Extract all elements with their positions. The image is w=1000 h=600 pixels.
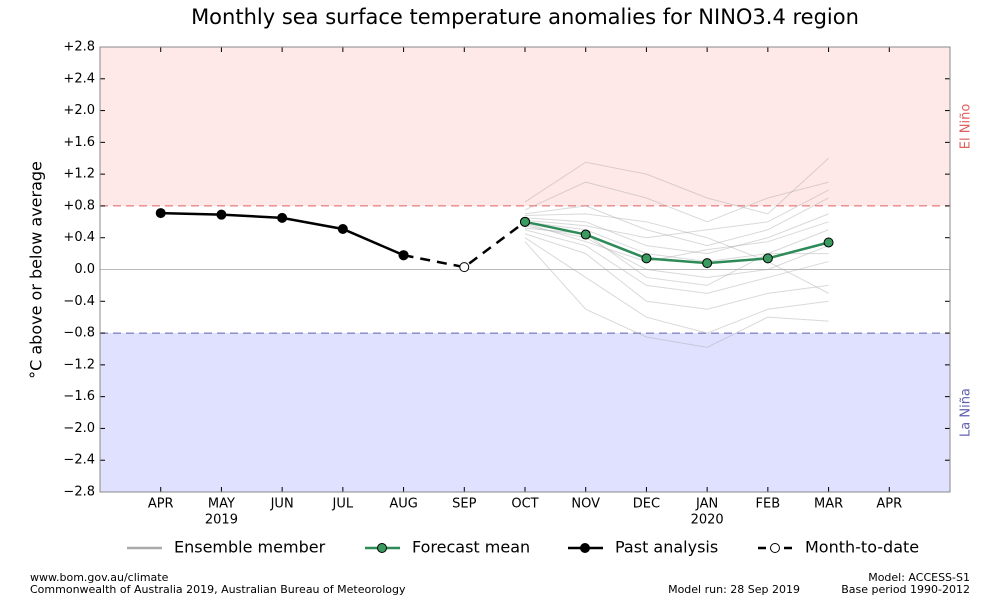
x-tick-label: SEP [452, 497, 476, 512]
footer-model-run: Model run: 28 Sep 2019 [668, 583, 800, 596]
x-year-label: 2020 [691, 513, 724, 528]
y-tick-label: +0.4 [63, 230, 95, 245]
y-tick-label: −2.0 [63, 421, 95, 436]
y-axis-label: °C above or below average [27, 161, 46, 379]
x-tick-label: JUL [332, 497, 354, 512]
series-marker [459, 262, 470, 273]
series-marker [155, 208, 166, 219]
x-tick-label: APR [876, 497, 902, 512]
series-line [403, 220, 526, 269]
series-marker [398, 250, 409, 261]
x-tick-label: MAY [208, 497, 235, 512]
ensemble-line [524, 213, 829, 294]
y-tick-label: +2.0 [63, 103, 95, 118]
series-marker [277, 212, 288, 223]
ensemble-line [524, 229, 829, 294]
ensemble-line [524, 189, 829, 239]
threshold-region [100, 47, 950, 206]
y-tick-label: −2.4 [63, 453, 95, 468]
series-marker [520, 216, 530, 227]
threshold-region [100, 333, 950, 492]
legend-marker [770, 543, 780, 553]
ensemble-line [524, 221, 829, 263]
ensemble-line [524, 233, 829, 310]
x-tick-label: JAN [695, 497, 718, 512]
x-tick-label: AUG [389, 497, 417, 512]
y-tick-label: +0.8 [63, 198, 95, 213]
y-tick-label: −0.8 [63, 326, 95, 341]
y-tick-label: −0.4 [63, 294, 95, 309]
x-tick-label: OCT [511, 497, 538, 512]
series-marker [823, 237, 834, 248]
ensemble-line [524, 221, 829, 263]
legend-label: Forecast mean [412, 538, 530, 557]
footer-model: Model: ACCESS-S1 [868, 571, 970, 584]
ensemble-line [524, 241, 829, 348]
ensemble-line [524, 181, 829, 223]
ensemble-line [524, 237, 829, 334]
y-tick-label: −2.8 [63, 485, 95, 500]
x-tick-label: NOV [571, 497, 600, 512]
series-marker [337, 223, 348, 234]
series-line [524, 220, 829, 265]
ensemble-line [524, 225, 829, 278]
footer-site: www.bom.gov.au/climate [30, 571, 169, 584]
legend-label: Past analysis [615, 538, 718, 557]
y-tick-label: 0.0 [74, 262, 95, 277]
legend-label: Month-to-date [805, 538, 919, 557]
chart-title: Monthly sea surface temperature anomalie… [191, 5, 859, 29]
footer-base-period: Base period 1990-2012 [841, 583, 970, 596]
y-tick-label: +2.4 [63, 71, 95, 86]
plot-frame [99, 46, 951, 493]
y-tick-label: +2.8 [63, 40, 95, 55]
series-marker [641, 253, 652, 264]
series-marker [702, 258, 713, 269]
y-tick-label: −1.2 [63, 357, 95, 372]
x-tick-label: DEC [633, 497, 660, 512]
footer-copyright: Commonwealth of Australia 2019, Australi… [30, 583, 406, 596]
ensemble-line [524, 197, 829, 247]
legend-marker [580, 543, 590, 553]
ensemble-line [524, 157, 829, 215]
x-tick-label: FEB [756, 497, 781, 512]
legend-label: Ensemble member [174, 538, 326, 557]
y-tick-label: +1.6 [63, 135, 95, 150]
x-tick-label: APR [148, 497, 174, 512]
x-year-label: 2019 [205, 513, 238, 528]
series-marker [216, 209, 227, 220]
ensemble-line [524, 213, 829, 255]
threshold-label: La Niña [959, 388, 974, 437]
x-tick-label: MAR [814, 497, 843, 512]
y-tick-label: +1.2 [63, 167, 95, 182]
series-marker [580, 229, 591, 240]
legend-marker [377, 543, 387, 553]
threshold-label: El Niño [959, 104, 974, 150]
y-tick-label: −1.6 [63, 389, 95, 404]
series-marker [762, 253, 773, 264]
x-tick-label: JUN [270, 497, 294, 512]
